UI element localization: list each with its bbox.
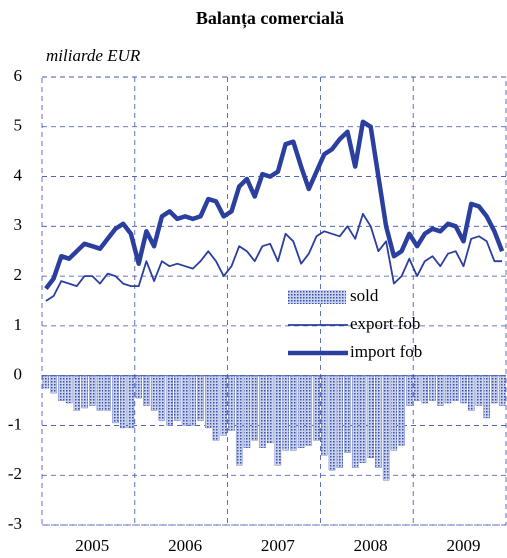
bar <box>344 375 351 453</box>
legend-label: import fob <box>350 342 422 361</box>
y-tick-label: -1 <box>8 414 22 433</box>
bar <box>282 375 289 451</box>
bar <box>50 375 57 394</box>
bar <box>452 375 459 401</box>
bar <box>119 375 127 429</box>
bar <box>390 375 398 451</box>
bar <box>181 375 189 426</box>
bar <box>212 375 220 441</box>
y-tick-label: 6 <box>14 66 23 85</box>
bar <box>460 375 467 404</box>
y-tick-label: -2 <box>8 464 22 483</box>
bar <box>491 375 498 404</box>
bar <box>297 375 305 448</box>
line <box>45 213 503 302</box>
bar <box>73 375 81 411</box>
bar <box>437 375 444 406</box>
x-tick-label: 2005 <box>75 536 109 555</box>
bar <box>143 375 150 406</box>
y-tick-label: -3 <box>8 514 22 533</box>
y-tick-label: 1 <box>14 315 23 334</box>
bar <box>42 375 50 389</box>
bar <box>498 375 506 406</box>
legend-label: export fob <box>350 314 420 333</box>
y-tick-label: 5 <box>14 116 23 135</box>
bar <box>367 375 374 458</box>
bar <box>321 375 328 456</box>
y-tick-label: 3 <box>14 215 23 234</box>
bar <box>228 375 235 431</box>
bar <box>96 375 104 411</box>
bar <box>166 375 173 426</box>
bar <box>398 375 405 446</box>
bar <box>89 375 96 406</box>
line <box>44 119 505 290</box>
bar <box>475 375 483 406</box>
bar <box>197 375 204 421</box>
bar <box>158 375 166 421</box>
bar <box>274 375 282 466</box>
bar <box>81 375 88 409</box>
y-axis-label: miliarde EUR <box>46 46 141 65</box>
bar <box>205 375 212 429</box>
x-tick-label: 2007 <box>261 536 296 555</box>
bar <box>150 375 158 411</box>
bar <box>104 375 111 411</box>
y-tick-label: 2 <box>14 265 23 284</box>
plot-frame <box>41 76 507 526</box>
legend-swatch <box>288 290 346 304</box>
bar <box>290 375 297 451</box>
bar <box>189 375 197 426</box>
bar <box>429 375 436 401</box>
bar <box>467 375 475 411</box>
x-tick-label: 2008 <box>354 536 388 555</box>
bar <box>359 375 367 463</box>
bar <box>421 375 429 404</box>
bar <box>259 375 266 448</box>
bar <box>328 375 336 471</box>
bar <box>135 375 142 399</box>
bar <box>174 375 181 421</box>
bar <box>305 375 313 446</box>
bar <box>127 375 135 429</box>
bar <box>406 375 413 406</box>
bar <box>243 375 251 448</box>
bar <box>235 375 243 466</box>
bar <box>313 375 320 441</box>
bar <box>413 375 421 401</box>
bar <box>112 375 119 424</box>
bar <box>336 375 343 468</box>
bar <box>483 375 490 419</box>
bar <box>382 375 390 481</box>
bar <box>444 375 452 404</box>
bar <box>65 375 73 404</box>
y-tick-label: 0 <box>14 365 23 384</box>
bar <box>266 375 274 444</box>
legend-label: sold <box>350 286 379 305</box>
bar <box>351 375 359 468</box>
chart-title: Balanța comercială <box>196 8 344 29</box>
bar <box>220 375 227 436</box>
bar <box>375 375 382 468</box>
bar <box>251 375 258 441</box>
x-tick-label: 2006 <box>168 536 202 555</box>
x-tick-label: 2009 <box>446 536 480 555</box>
bar <box>58 375 65 401</box>
y-tick-label: 4 <box>14 165 23 184</box>
